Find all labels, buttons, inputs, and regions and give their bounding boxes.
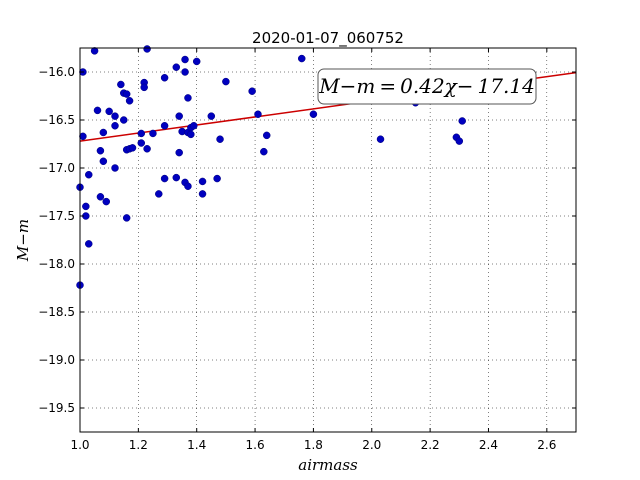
data-point bbox=[79, 132, 87, 141]
data-point bbox=[260, 147, 268, 156]
data-point bbox=[85, 240, 93, 248]
data-point bbox=[140, 83, 148, 92]
data-point bbox=[99, 128, 108, 137]
data-point bbox=[96, 193, 105, 201]
fit-equation-frame bbox=[317, 68, 537, 105]
data-point bbox=[248, 87, 256, 95]
data-point bbox=[184, 94, 192, 102]
data-point bbox=[458, 117, 466, 125]
data-point bbox=[160, 74, 169, 82]
x-tick-label: 1.6 bbox=[246, 438, 265, 452]
data-point bbox=[82, 202, 90, 211]
y-tick-label: −19.0 bbox=[38, 353, 75, 367]
data-point bbox=[155, 190, 163, 198]
data-point bbox=[376, 135, 385, 143]
x-axis-label: airmass bbox=[298, 456, 358, 474]
data-point bbox=[137, 139, 146, 147]
y-tick-label: −16.0 bbox=[38, 65, 75, 79]
y-tick-label: −18.5 bbox=[38, 305, 75, 319]
data-point bbox=[105, 107, 113, 116]
data-point bbox=[455, 137, 464, 145]
x-tick-label: 2.0 bbox=[362, 438, 381, 452]
data-point bbox=[172, 173, 181, 182]
data-point bbox=[309, 110, 318, 118]
data-point bbox=[93, 106, 102, 115]
data-point bbox=[120, 116, 128, 124]
x-tick-label: 1.8 bbox=[304, 438, 323, 452]
data-point bbox=[190, 122, 198, 130]
data-point bbox=[184, 182, 192, 190]
data-point bbox=[207, 112, 216, 120]
data-point bbox=[128, 144, 137, 152]
data-point bbox=[192, 57, 201, 66]
fit-equation-box: M−m = 0.42χ− 17.14 bbox=[317, 68, 537, 105]
data-point bbox=[143, 145, 151, 153]
y-tick-label: −17.5 bbox=[38, 209, 75, 223]
data-point bbox=[143, 45, 151, 53]
data-point bbox=[117, 80, 125, 89]
data-point bbox=[102, 197, 111, 206]
x-tick-label: 2.2 bbox=[421, 438, 440, 452]
data-point bbox=[122, 214, 131, 222]
data-point bbox=[213, 174, 221, 183]
data-point bbox=[149, 129, 157, 138]
x-tick-label: 2.4 bbox=[479, 438, 498, 452]
data-point bbox=[181, 68, 189, 76]
data-point bbox=[187, 130, 195, 139]
data-point bbox=[96, 146, 105, 155]
data-point bbox=[85, 170, 93, 179]
x-tick-label: 2.6 bbox=[537, 438, 556, 452]
x-tick-label: 1.0 bbox=[70, 438, 89, 452]
data-point bbox=[198, 190, 207, 198]
data-point bbox=[99, 157, 108, 166]
plot-frame bbox=[79, 47, 577, 433]
data-point bbox=[172, 63, 181, 71]
data-point bbox=[254, 110, 262, 118]
data-point bbox=[175, 112, 183, 120]
data-point bbox=[160, 122, 169, 130]
axis-ticks: 1.0 1.2 1.4 1.6 1.8 2.0 2.2 2.4 2.6 −16.0 −16.5 −17… bbox=[38, 48, 576, 452]
y-tick-label: −16.5 bbox=[38, 113, 75, 127]
data-point bbox=[262, 131, 271, 140]
data-point bbox=[137, 129, 146, 138]
data-point bbox=[111, 112, 119, 120]
y-axis-label: M−m bbox=[14, 219, 32, 262]
grid bbox=[80, 48, 576, 432]
y-tick-label: −18.0 bbox=[38, 257, 75, 271]
data-point bbox=[111, 164, 119, 172]
data-point bbox=[181, 55, 189, 64]
data-point bbox=[198, 177, 207, 186]
chart-title: 2020-01-07_060752 bbox=[252, 29, 404, 48]
x-tick-label: 1.2 bbox=[129, 438, 148, 452]
data-point bbox=[122, 90, 131, 98]
data-point bbox=[111, 122, 119, 130]
y-tick-label: −17.0 bbox=[38, 161, 75, 175]
y-tick-label: −19.5 bbox=[38, 401, 75, 415]
data-point bbox=[175, 148, 183, 157]
data-point bbox=[297, 54, 306, 63]
data-point bbox=[90, 47, 99, 55]
data-point bbox=[222, 77, 230, 86]
data-point bbox=[216, 135, 224, 143]
data-point bbox=[160, 174, 169, 183]
data-point bbox=[125, 97, 134, 105]
x-tick-label: 1.4 bbox=[187, 438, 206, 452]
fit-equation-label: M−m = 0.42χ− 17.14 bbox=[318, 74, 535, 98]
data-points bbox=[76, 45, 466, 289]
